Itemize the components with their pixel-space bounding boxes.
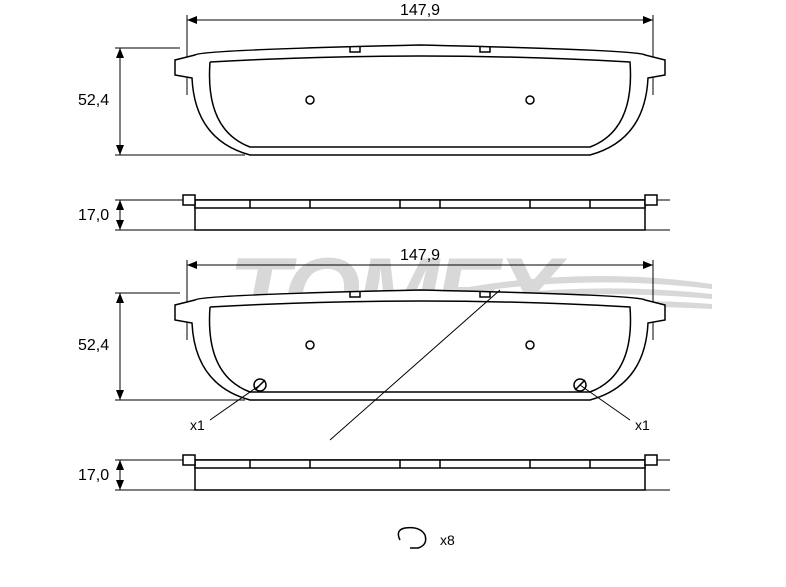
dim-thickness-top: 17,0 — [78, 200, 124, 230]
dim-width-top-label: 147,9 — [400, 2, 440, 19]
technical-drawing: 147,9 52,4 — [0, 0, 786, 587]
qty-x8: x8 — [440, 532, 455, 548]
dim-thickness-bottom: 17,0 — [78, 460, 124, 490]
qty-x1-right: x1 — [635, 417, 650, 433]
brake-pad-bottom-front — [175, 290, 665, 400]
dim-width-bottom-label: 147,9 — [400, 247, 440, 264]
dim-thickness-top-label: 17,0 — [78, 207, 109, 224]
wear-indicator-left: x1 — [190, 385, 260, 433]
clip-accessory: x8 — [398, 528, 455, 548]
brake-pad-top-side — [115, 195, 670, 230]
brake-pad-bottom-side — [115, 455, 670, 490]
dim-height-bottom-label: 52,4 — [78, 337, 109, 354]
qty-x1-left: x1 — [190, 417, 205, 433]
wear-indicator-right: x1 — [580, 385, 650, 433]
dim-height-top-label: 52,4 — [78, 92, 109, 109]
brake-pad-top-front — [175, 45, 665, 155]
dim-thickness-bottom-label: 17,0 — [78, 467, 109, 484]
